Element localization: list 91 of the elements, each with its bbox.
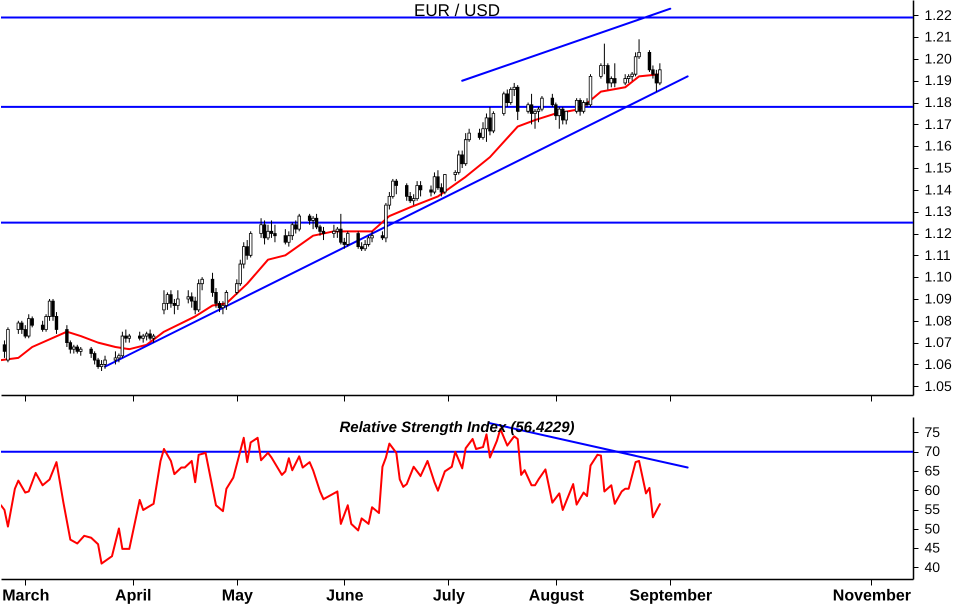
y-tick-label: 1.18 [924, 94, 952, 110]
candlestick [574, 98, 578, 114]
y-tick-label: 1.09 [924, 290, 952, 306]
candlestick [311, 216, 315, 230]
y-tick-label: 1.17 [924, 116, 952, 132]
y-tick-label: 40 [924, 558, 940, 575]
y-tick-label: 1.22 [924, 6, 952, 23]
candlestick [27, 314, 30, 339]
candlestick [492, 110, 496, 134]
y-tick-label: 1.21 [924, 28, 952, 45]
candlestick [339, 213, 343, 245]
y-tick-label: 1.06 [924, 356, 952, 372]
chart-title: EUR / USD [414, 1, 500, 20]
y-tick-label: 1.11 [924, 246, 951, 263]
candlestick [16, 320, 20, 334]
candlestick [284, 228, 288, 245]
candlestick [166, 292, 170, 310]
candlestick [336, 226, 340, 238]
candlestick [418, 180, 422, 197]
candlestick [148, 329, 152, 341]
candlestick [103, 355, 107, 370]
candlestick [502, 91, 506, 116]
y-tick-label: 45 [924, 540, 940, 556]
candlestick [623, 74, 627, 86]
candlestick [248, 230, 252, 258]
candlestick [526, 102, 530, 114]
x-tick-label: March [2, 588, 50, 604]
y-tick-label: 1.08 [924, 312, 952, 328]
candlestick [40, 320, 44, 332]
candlestick [20, 320, 24, 334]
candlestick [308, 213, 312, 226]
candlestick [262, 220, 266, 245]
candlestick [332, 224, 336, 238]
candlestick [273, 224, 277, 243]
candlestick [654, 69, 658, 92]
x-tick-label: May [222, 588, 253, 604]
y-tick-label: 60 [924, 482, 940, 498]
y-tick-label: 1.13 [924, 203, 952, 220]
y-tick-label: 1.20 [924, 50, 952, 66]
candlestick [478, 128, 482, 140]
candlestick [224, 290, 228, 310]
candlestick [266, 224, 270, 241]
y-tick-label: 1.07 [924, 334, 952, 350]
candlestick [394, 178, 398, 195]
candlestick [564, 110, 568, 125]
candlestick [294, 220, 298, 234]
candlestick [582, 100, 586, 114]
x-tick-label: November [832, 588, 912, 604]
candlestick [114, 350, 118, 365]
candlestick [533, 108, 537, 130]
candlestick [561, 106, 564, 125]
candlestick [120, 331, 124, 358]
y-tick-label: 1.12 [924, 225, 952, 242]
y-tick-label: 55 [924, 501, 940, 518]
candlestick [298, 213, 301, 232]
candlestick [92, 350, 96, 365]
candlestick [100, 360, 104, 372]
candlestick [346, 230, 350, 248]
candlestick [162, 290, 166, 315]
candlestick [363, 240, 367, 252]
candlestick [186, 290, 190, 304]
y-tick-label: 65 [924, 462, 940, 478]
x-tick-label: July [432, 588, 465, 604]
y-tick-label: 1.19 [924, 72, 952, 88]
candlestick [366, 235, 370, 248]
y-tick-label: 1.10 [924, 268, 952, 285]
candlestick [259, 218, 263, 238]
candlestick [530, 93, 534, 125]
candlestick [558, 106, 561, 130]
y-tick-label: 1.16 [924, 138, 952, 154]
y-tick-label: 75 [924, 424, 940, 440]
x-tick-label: June [326, 588, 364, 604]
candlestick [370, 230, 374, 243]
candlestick [415, 180, 419, 202]
candlestick [443, 174, 447, 195]
y-tick-label: 1.15 [924, 160, 952, 176]
x-tick-label: September [629, 588, 712, 604]
candlestick [578, 98, 582, 116]
candlestick [509, 86, 512, 106]
candlestick [356, 230, 360, 250]
candlestick [270, 220, 274, 238]
y-tick-label: 70 [924, 443, 940, 460]
candlestick [613, 62, 616, 88]
x-tick-label: April [115, 588, 152, 604]
x-tick-label: August [528, 588, 585, 604]
y-tick-label: 1.14 [924, 181, 952, 198]
candlestick [176, 290, 180, 310]
candlestick [405, 182, 408, 202]
y-tick-label: 50 [924, 520, 940, 536]
candlestick [322, 226, 326, 241]
y-tick-label: 1.05 [924, 378, 952, 394]
